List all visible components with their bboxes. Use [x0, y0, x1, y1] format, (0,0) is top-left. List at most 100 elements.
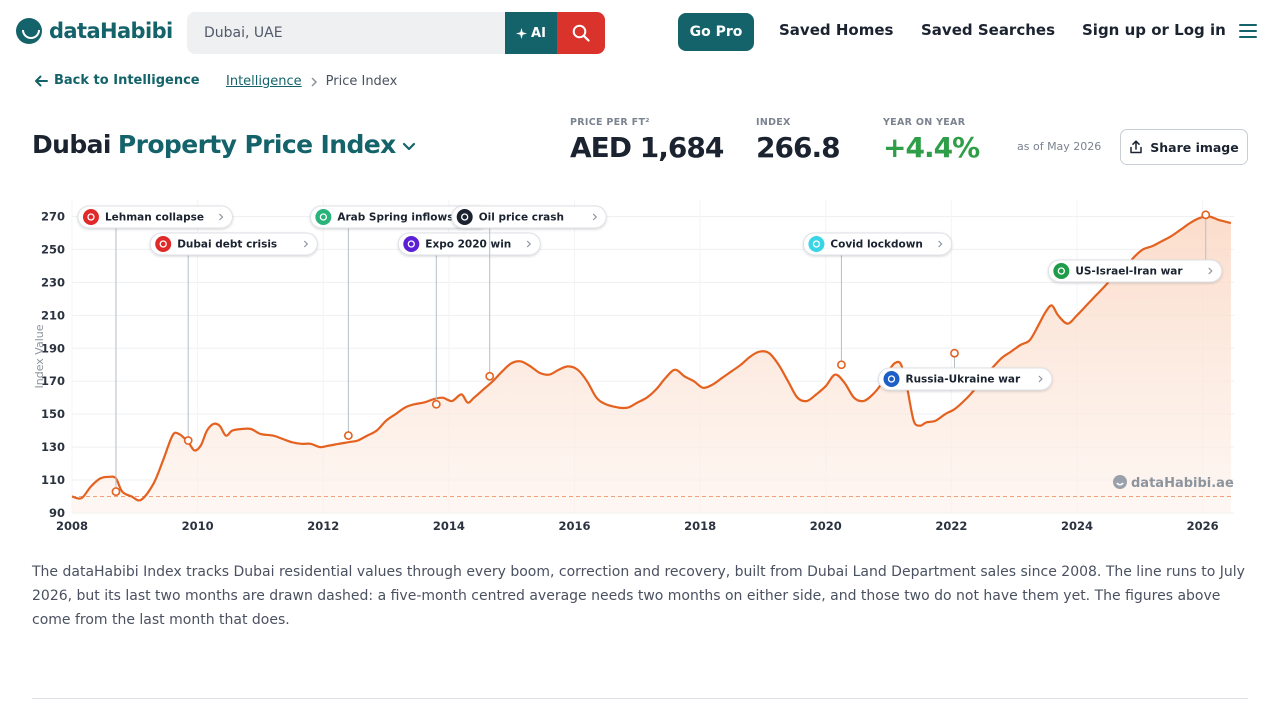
y-tick-label: 270 — [41, 209, 65, 223]
event-icon-glyph — [812, 240, 821, 248]
event-icon-glyph — [159, 240, 167, 248]
title-index-name: Property Price Index — [117, 130, 396, 159]
event-pill-bg — [451, 205, 607, 229]
watermark-logo-icon — [1113, 475, 1127, 489]
event-pill-bg — [877, 367, 1053, 391]
stat-label: YEAR ON YEAR — [883, 117, 966, 128]
chevron-right-icon — [592, 213, 598, 221]
chart-down-icon — [82, 209, 99, 225]
event-pill-arab-spring-inflows[interactable]: Arab Spring inflows — [309, 205, 491, 440]
watermark-smile — [1116, 482, 1124, 486]
x-tick-label: 2020 — [810, 519, 842, 533]
breadcrumb-intelligence[interactable]: Intelligence — [226, 74, 302, 89]
oil-barrel-icon — [456, 209, 473, 225]
y-tick-label: 250 — [41, 242, 65, 256]
x-tick-label: 2022 — [935, 519, 967, 533]
money-icon — [315, 209, 332, 225]
logo-smile-icon — [16, 18, 42, 44]
top-bar: dataHabibi AI Go Pro Saved Homes Saved S… — [0, 0, 1280, 64]
nav-saved-searches[interactable]: Saved Searches — [921, 21, 1056, 39]
x-tick-label: 2016 — [558, 519, 590, 533]
stat-index: INDEX 266.8 — [756, 117, 841, 164]
as-of-date: as of May 2026 — [1017, 140, 1102, 153]
event-pill-oil-price-crash[interactable]: Oil price crash — [451, 205, 607, 381]
event-marker — [343, 431, 353, 440]
event-icon-glyph — [1057, 267, 1065, 275]
hamburger-menu-icon[interactable] — [1239, 24, 1257, 40]
x-tick-label: 2008 — [56, 519, 88, 533]
y-tick-label: 170 — [41, 374, 65, 388]
breadcrumb-current: Price Index — [325, 74, 398, 89]
index-line — [71, 215, 1232, 502]
event-pill-bg — [77, 205, 233, 229]
page-title[interactable]: Dubai Property Price Index — [32, 130, 416, 159]
event-pill-dubai-debt-crisis[interactable]: Dubai debt crisis — [149, 232, 318, 445]
ai-search-button[interactable]: AI — [505, 12, 557, 54]
event-pill-russia-ukraine-war[interactable]: Russia-Ukraine war — [877, 348, 1053, 391]
back-to-intelligence-link[interactable]: Back to Intelligence — [34, 73, 200, 88]
stat-value: +4.4% — [883, 131, 980, 164]
event-label: Lehman collapse — [105, 212, 204, 224]
building-icon — [155, 236, 172, 252]
chart-watermark: dataHabibi.ae — [1113, 475, 1234, 491]
nav-saved-homes[interactable]: Saved Homes — [779, 21, 894, 39]
sparkle-icon — [516, 27, 528, 39]
chevron-right-icon — [938, 240, 943, 248]
search-icon — [572, 24, 590, 42]
event-label: Arab Spring inflows — [337, 212, 453, 224]
chevron-right-icon — [1208, 267, 1213, 275]
back-label: Back to Intelligence — [54, 73, 200, 88]
go-pro-button[interactable]: Go Pro — [678, 13, 754, 51]
chart-events: Lehman collapse Dubai debt crisis Arab Spr… — [77, 205, 1223, 496]
stat-price-per-sqft: PRICE PER FT² AED 1,684 — [570, 117, 724, 164]
event-label: Expo 2020 win — [425, 239, 511, 251]
price-index-chart[interactable]: Lehman collapse Dubai debt crisis Arab Spr… — [0, 196, 1280, 546]
ai-label: AI — [531, 25, 546, 41]
stat-year-on-year: YEAR ON YEAR +4.4% — [883, 117, 980, 164]
title-city: Dubai — [32, 130, 111, 159]
chevron-right-icon — [1038, 375, 1043, 383]
y-tick-label: 230 — [41, 275, 65, 289]
event-icon-glyph — [461, 213, 469, 221]
chart-line — [71, 215, 1232, 502]
event-pill-bg — [397, 232, 541, 256]
chevron-right-icon — [219, 213, 224, 221]
chart-axes: 90 110 130 150 170 190 210 230 250 270 2008 2010 201… — [33, 209, 1219, 533]
index-description: The dataHabibi Index tracks Dubai reside… — [32, 564, 1245, 628]
y-tick-label: 130 — [41, 440, 65, 454]
event-pill-bg — [1047, 259, 1223, 283]
event-label: Oil price crash — [479, 212, 564, 224]
logo-text: dataHabibi — [49, 19, 173, 43]
watermark-text: dataHabibi.ae — [1131, 476, 1234, 491]
event-label: US-Israel-Iran war — [1075, 266, 1183, 278]
event-pill-bg — [802, 232, 953, 256]
event-marker — [183, 436, 193, 445]
share-image-button[interactable]: Share image — [1120, 129, 1248, 165]
y-tick-label: 90 — [49, 506, 65, 520]
x-tick-label: 2026 — [1187, 519, 1219, 533]
event-label: Dubai debt crisis — [177, 239, 277, 251]
breadcrumb: Intelligence Price Index — [226, 74, 397, 89]
share-label: Share image — [1150, 139, 1239, 155]
y-tick-label: 210 — [41, 308, 65, 322]
search-button[interactable] — [557, 12, 605, 54]
event-label: Covid lockdown — [830, 239, 922, 251]
x-tick-label: 2012 — [307, 519, 339, 533]
event-marker — [111, 487, 121, 496]
event-icon-glyph — [87, 213, 95, 221]
share-icon — [1130, 140, 1142, 154]
event-icon-glyph — [319, 213, 328, 221]
flag-iran-icon — [1053, 263, 1070, 279]
event-pill-covid-lockdown[interactable]: Covid lockdown — [802, 232, 953, 370]
virus-icon — [808, 236, 825, 252]
chevron-right-icon — [303, 240, 309, 248]
logo[interactable]: dataHabibi — [16, 18, 173, 44]
chevron-down-icon — [402, 142, 415, 151]
search-input[interactable] — [187, 12, 505, 54]
event-marker — [837, 360, 846, 370]
stat-label: INDEX — [756, 117, 791, 128]
event-pill-lehman-collapse[interactable]: Lehman collapse — [77, 205, 233, 496]
chevron-right-icon — [526, 240, 532, 248]
nav-sign-up-log-in[interactable]: Sign up or Log in — [1082, 21, 1226, 39]
event-pill-us-israel-iran-war[interactable]: US-Israel-Iran war — [1047, 210, 1223, 283]
